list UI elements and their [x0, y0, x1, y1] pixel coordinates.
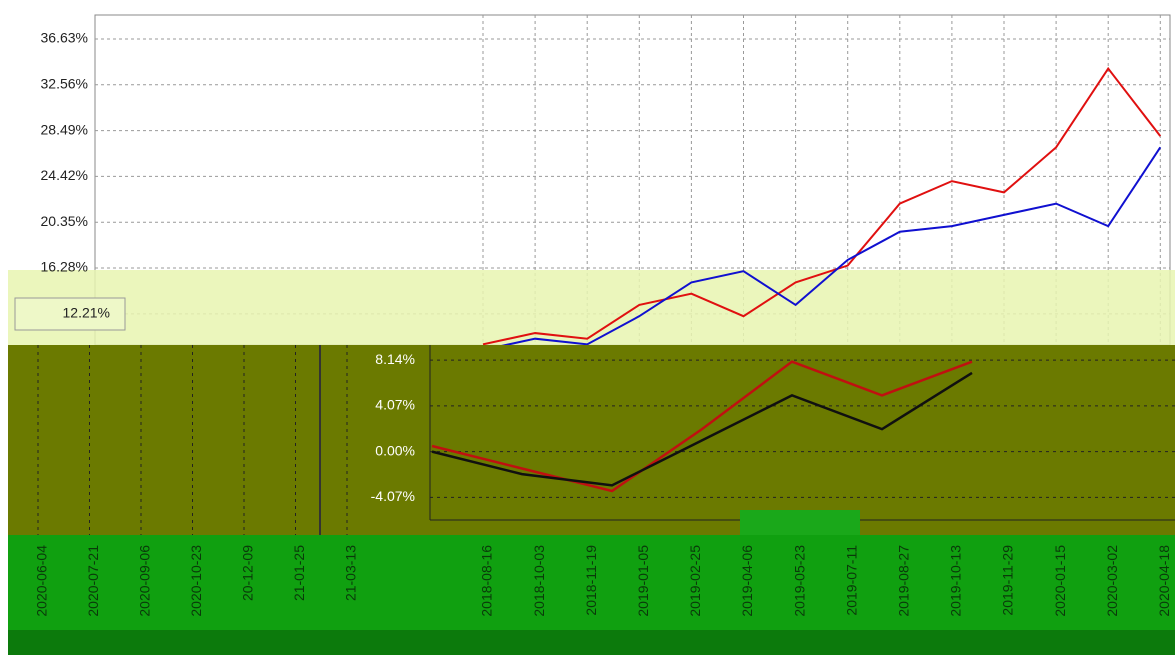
y-tick-label: 16.28% [41, 259, 88, 275]
x-tick-label: 2020-10-23 [188, 545, 204, 617]
x-tick-label: 2020-09-06 [137, 545, 153, 617]
x-tick-label: 21-03-13 [343, 545, 359, 601]
y-tick-label: 20.35% [41, 213, 88, 229]
x-tick-label: 2020-06-04 [34, 545, 50, 617]
y-tick-label: 32.56% [41, 75, 88, 91]
x-tick-label: 2020-01-15 [1052, 545, 1068, 617]
x-tick-label: 2019-05-23 [791, 545, 807, 617]
x-tick-label: 2019-10-13 [948, 545, 964, 617]
x-tick-label: 2018-11-19 [583, 545, 599, 616]
x-tick-label: 2020-07-21 [85, 545, 101, 617]
y-tick-label: 24.42% [41, 167, 88, 183]
x-tick-label: 2019-04-06 [739, 545, 755, 617]
x-tick-label: 2020-04-18 [1156, 545, 1172, 617]
y-tick-label: 28.49% [41, 121, 88, 137]
chart-screenshot: 36.63% 32.56% 28.49% 24.42% 20.35% 16.28% 12.2… [0, 0, 1175, 655]
x-tick-label: 2019-01-05 [635, 545, 651, 617]
glitch-block [740, 510, 860, 535]
x-tick-label: 2020-03-02 [1104, 545, 1120, 617]
y-tick-label: -4.07% [371, 488, 415, 504]
y-tick-label: 0.00% [375, 442, 415, 458]
y-tick-label: 4.07% [375, 397, 415, 413]
overlay-band [8, 270, 1175, 345]
legend-band [8, 630, 1175, 655]
x-tick-label: 20-12-09 [240, 545, 256, 601]
x-tick-label: 2019-02-25 [687, 545, 703, 617]
x-tick-label: 2018-08-16 [479, 545, 495, 617]
x-tick-label: 2019-08-27 [896, 545, 912, 617]
y-tick-label: 36.63% [41, 30, 88, 46]
x-tick-label: 21-01-25 [291, 545, 307, 601]
x-tick-label: 2018-10-03 [531, 545, 547, 617]
lower-panel [8, 345, 1175, 535]
x-tick-label: 2019-11-29 [1000, 545, 1016, 616]
y-tick-label: 12.21% [63, 305, 110, 321]
x-tick-label: 2019-07-11 [843, 545, 859, 616]
y-tick-label: 8.14% [375, 351, 415, 367]
